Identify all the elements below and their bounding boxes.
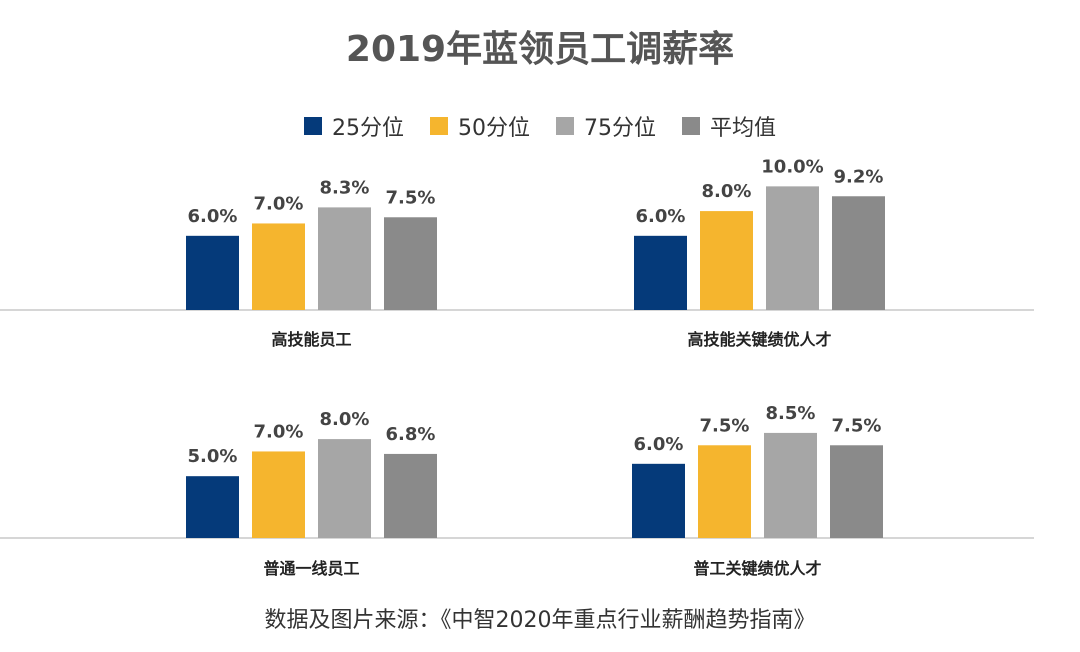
source-note: 数据及图片来源：《中智2020年重点行业薪酬趋势指南》 bbox=[264, 608, 816, 633]
bar-p75-group-2 bbox=[766, 186, 819, 310]
bar-p50-group-1 bbox=[252, 223, 305, 310]
bar-avg-group-3 bbox=[384, 453, 437, 538]
data-label-p75-group-1: 8.3% bbox=[320, 177, 370, 198]
legend-item-p50: 50分位 bbox=[429, 110, 530, 142]
data-label-avg-group-3: 6.8% bbox=[386, 424, 436, 445]
data-label-p50-group-4: 7.5% bbox=[700, 415, 750, 436]
legend-swatch-p25 bbox=[303, 117, 322, 135]
legend-swatch-p75 bbox=[555, 117, 574, 135]
data-label-p75-group-2: 10.0% bbox=[761, 156, 823, 177]
category-label-group-2: 高技能关键绩优人才 bbox=[687, 330, 831, 349]
legend-label-p50: 50分位 bbox=[457, 116, 530, 141]
data-label-p50-group-1: 7.0% bbox=[254, 193, 304, 214]
category-label-group-4: 普工关键绩优人才 bbox=[693, 559, 821, 578]
bar-avg-group-4 bbox=[830, 445, 883, 538]
bar-p25-group-4 bbox=[632, 463, 685, 538]
data-label-p50-group-3: 7.0% bbox=[254, 421, 304, 442]
bar-p25-group-3 bbox=[186, 476, 239, 538]
bar-avg-group-1 bbox=[384, 217, 437, 310]
data-label-avg-group-4: 7.5% bbox=[832, 415, 882, 436]
legend-swatch-p50 bbox=[429, 117, 448, 135]
bar-p75-group-3 bbox=[318, 439, 371, 538]
category-label-group-1: 高技能员工 bbox=[271, 330, 351, 349]
data-label-avg-group-1: 7.5% bbox=[386, 187, 436, 208]
data-label-p50-group-2: 8.0% bbox=[702, 181, 752, 202]
data-label-p75-group-4: 8.5% bbox=[766, 403, 816, 424]
bar-p25-group-1 bbox=[186, 235, 239, 310]
bar-p75-group-4 bbox=[764, 432, 817, 538]
legend-label-p25: 25分位 bbox=[331, 116, 404, 141]
data-label-p25-group-3: 5.0% bbox=[188, 446, 238, 467]
bar-p50-group-2 bbox=[700, 211, 753, 310]
bar-p25-group-2 bbox=[634, 235, 687, 310]
bar-p50-group-3 bbox=[252, 451, 305, 538]
bar-p50-group-4 bbox=[698, 445, 751, 538]
data-label-p25-group-4: 6.0% bbox=[634, 434, 684, 455]
chart-title: 2019年蓝领员工调薪率 bbox=[345, 29, 735, 70]
legend-item-p75: 75分位 bbox=[555, 110, 656, 142]
data-label-avg-group-2: 9.2% bbox=[834, 166, 884, 187]
legend-item-avg: 平均值 bbox=[681, 110, 776, 142]
legend-item-p25: 25分位 bbox=[303, 110, 404, 142]
legend: 25分位 50分位 75分位 平均值 bbox=[0, 110, 1080, 142]
data-label-p75-group-3: 8.0% bbox=[320, 409, 370, 430]
data-label-p25-group-2: 6.0% bbox=[636, 206, 686, 227]
bar-p75-group-1 bbox=[318, 207, 371, 310]
data-label-p25-group-1: 6.0% bbox=[188, 206, 238, 227]
bar-avg-group-2 bbox=[832, 196, 885, 310]
category-label-group-3: 普通一线员工 bbox=[263, 559, 359, 578]
legend-swatch-avg bbox=[681, 117, 700, 135]
legend-label-avg: 平均值 bbox=[709, 116, 776, 141]
legend-label-p75: 75分位 bbox=[583, 116, 656, 141]
